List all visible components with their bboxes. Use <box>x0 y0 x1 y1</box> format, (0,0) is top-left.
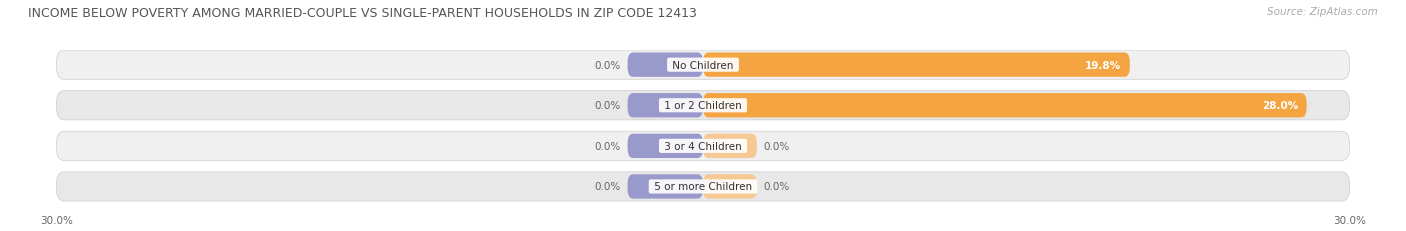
Text: 0.0%: 0.0% <box>595 101 621 111</box>
Text: 0.0%: 0.0% <box>763 141 790 151</box>
FancyBboxPatch shape <box>703 134 756 158</box>
Text: Source: ZipAtlas.com: Source: ZipAtlas.com <box>1267 7 1378 17</box>
FancyBboxPatch shape <box>627 175 703 199</box>
Text: No Children: No Children <box>669 60 737 70</box>
Text: 3 or 4 Children: 3 or 4 Children <box>661 141 745 151</box>
Text: 0.0%: 0.0% <box>595 141 621 151</box>
Text: INCOME BELOW POVERTY AMONG MARRIED-COUPLE VS SINGLE-PARENT HOUSEHOLDS IN ZIP COD: INCOME BELOW POVERTY AMONG MARRIED-COUPL… <box>28 7 697 20</box>
Text: 0.0%: 0.0% <box>595 60 621 70</box>
FancyBboxPatch shape <box>703 94 1306 118</box>
FancyBboxPatch shape <box>56 91 1350 120</box>
FancyBboxPatch shape <box>627 53 703 78</box>
FancyBboxPatch shape <box>56 51 1350 80</box>
FancyBboxPatch shape <box>703 175 756 199</box>
Text: 19.8%: 19.8% <box>1085 60 1121 70</box>
FancyBboxPatch shape <box>627 134 703 158</box>
Text: 0.0%: 0.0% <box>595 182 621 192</box>
FancyBboxPatch shape <box>703 53 1130 78</box>
Text: 0.0%: 0.0% <box>763 182 790 192</box>
FancyBboxPatch shape <box>56 172 1350 201</box>
Text: 1 or 2 Children: 1 or 2 Children <box>661 101 745 111</box>
FancyBboxPatch shape <box>627 94 703 118</box>
Text: 5 or more Children: 5 or more Children <box>651 182 755 192</box>
FancyBboxPatch shape <box>56 132 1350 161</box>
Text: 28.0%: 28.0% <box>1261 101 1298 111</box>
